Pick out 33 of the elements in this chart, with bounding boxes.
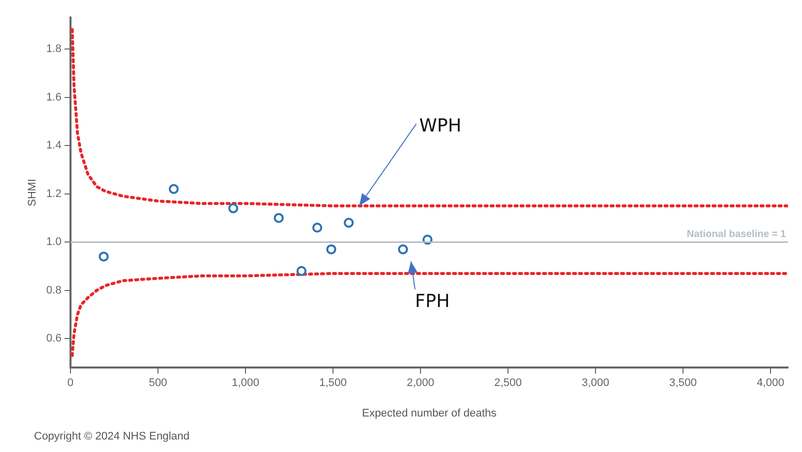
y-axis-title: SHMI — [26, 178, 39, 206]
x-tick-label: 3,500 — [669, 377, 697, 390]
y-tick-label: 1.8 — [46, 43, 62, 56]
y-tick-label: 0.6 — [46, 332, 62, 345]
x-tick-label: 1,500 — [319, 377, 347, 390]
line-series — [70, 28, 788, 208]
y-tick-label: 1.6 — [46, 91, 62, 104]
x-tick-label: 4,000 — [756, 377, 784, 390]
point — [168, 184, 179, 194]
point — [312, 222, 322, 233]
point — [98, 252, 109, 262]
y-tick-label: 1.2 — [46, 188, 62, 200]
x-axis-title: Expected number of deaths — [362, 407, 498, 420]
line-series — [70, 272, 788, 358]
point — [274, 212, 284, 223]
y-tick-label: 0.8 — [46, 284, 62, 296]
x-tick-label: 1,000 — [232, 377, 260, 390]
x-tick-label: 500 — [148, 377, 168, 390]
x-tick-label: 0 — [67, 377, 74, 390]
y-tick-label: 1.4 — [46, 140, 62, 152]
point — [344, 218, 354, 228]
point — [398, 244, 408, 254]
y-tick-label: 1.0 — [46, 236, 62, 248]
point — [228, 203, 238, 214]
annotation: WPH — [419, 116, 462, 137]
x-tick-label: 2,000 — [406, 377, 434, 390]
x-tick-label: 2,500 — [494, 377, 522, 390]
point — [296, 266, 306, 276]
ref-line-label: National baseline = 1 — [686, 228, 786, 240]
point — [326, 244, 336, 254]
annotation: FPH — [414, 290, 450, 312]
text: Copyright © 2024 NHS England — [34, 430, 190, 443]
x-tick-label: 3,000 — [582, 377, 610, 390]
